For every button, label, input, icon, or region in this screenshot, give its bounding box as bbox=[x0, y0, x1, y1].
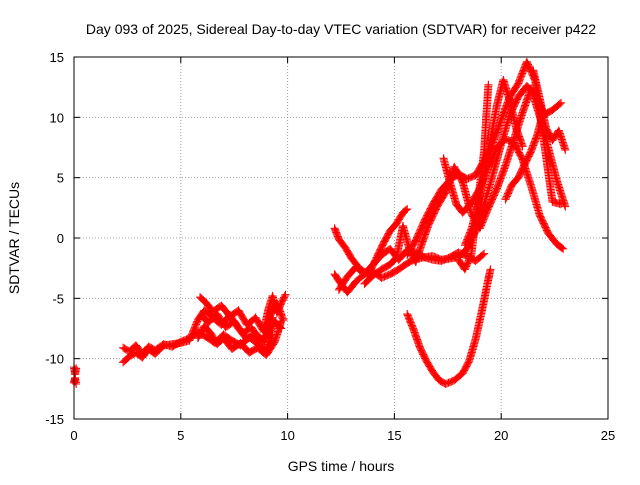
data-point-trace-6 bbox=[276, 323, 285, 332]
x-tick-label: 5 bbox=[177, 428, 184, 443]
data-point-trace-18 bbox=[539, 106, 548, 115]
data-point-trace-8 bbox=[478, 250, 487, 259]
y-tick-label: -10 bbox=[45, 352, 64, 367]
x-tick-label: 10 bbox=[280, 428, 294, 443]
data-layer bbox=[70, 57, 570, 389]
data-point-trace-16 bbox=[484, 80, 493, 89]
data-point-trace-10 bbox=[555, 99, 564, 108]
y-tick-label: 10 bbox=[50, 110, 64, 125]
data-point-trace-6 bbox=[275, 322, 284, 331]
data-point-trace-17 bbox=[561, 145, 570, 154]
data-point-trace-9 bbox=[402, 205, 411, 214]
data-point-trace-1 bbox=[72, 380, 81, 389]
chart-title: Day 093 of 2025, Sidereal Day-to-day VTE… bbox=[86, 21, 596, 37]
data-point-trace-11 bbox=[561, 202, 570, 211]
y-tick-label: -15 bbox=[45, 412, 64, 427]
x-tick-label: 0 bbox=[70, 428, 77, 443]
data-point-trace-10 bbox=[557, 98, 566, 107]
data-point-trace-7 bbox=[280, 292, 289, 301]
x-axis-label: GPS time / hours bbox=[288, 458, 395, 474]
y-tick-label: 0 bbox=[57, 231, 64, 246]
y-tick-label: -5 bbox=[52, 291, 64, 306]
data-point-trace-15 bbox=[518, 142, 527, 151]
data-point-trace-14 bbox=[559, 244, 568, 253]
data-point-trace-13 bbox=[486, 265, 495, 274]
data-point-trace-9 bbox=[403, 205, 412, 214]
y-axis-label: SDTVAR / TECUs bbox=[6, 182, 22, 294]
x-tick-label: 15 bbox=[387, 428, 401, 443]
x-tick-label: 25 bbox=[601, 428, 615, 443]
data-point-trace-7 bbox=[281, 290, 290, 299]
y-tick-label: 5 bbox=[57, 171, 64, 186]
y-tick-label: 15 bbox=[50, 50, 64, 65]
data-point-trace-12 bbox=[557, 200, 566, 209]
axis-layer: 0 5 10 15 20 25 -15 -10 -5 0 5 10 15 bbox=[45, 50, 615, 443]
data-point-trace-6 bbox=[277, 324, 286, 333]
data-point-trace-14 bbox=[558, 244, 567, 253]
data-point-trace-8 bbox=[480, 249, 489, 258]
x-tick-label: 20 bbox=[494, 428, 508, 443]
data-point-trace-0 bbox=[72, 364, 81, 373]
